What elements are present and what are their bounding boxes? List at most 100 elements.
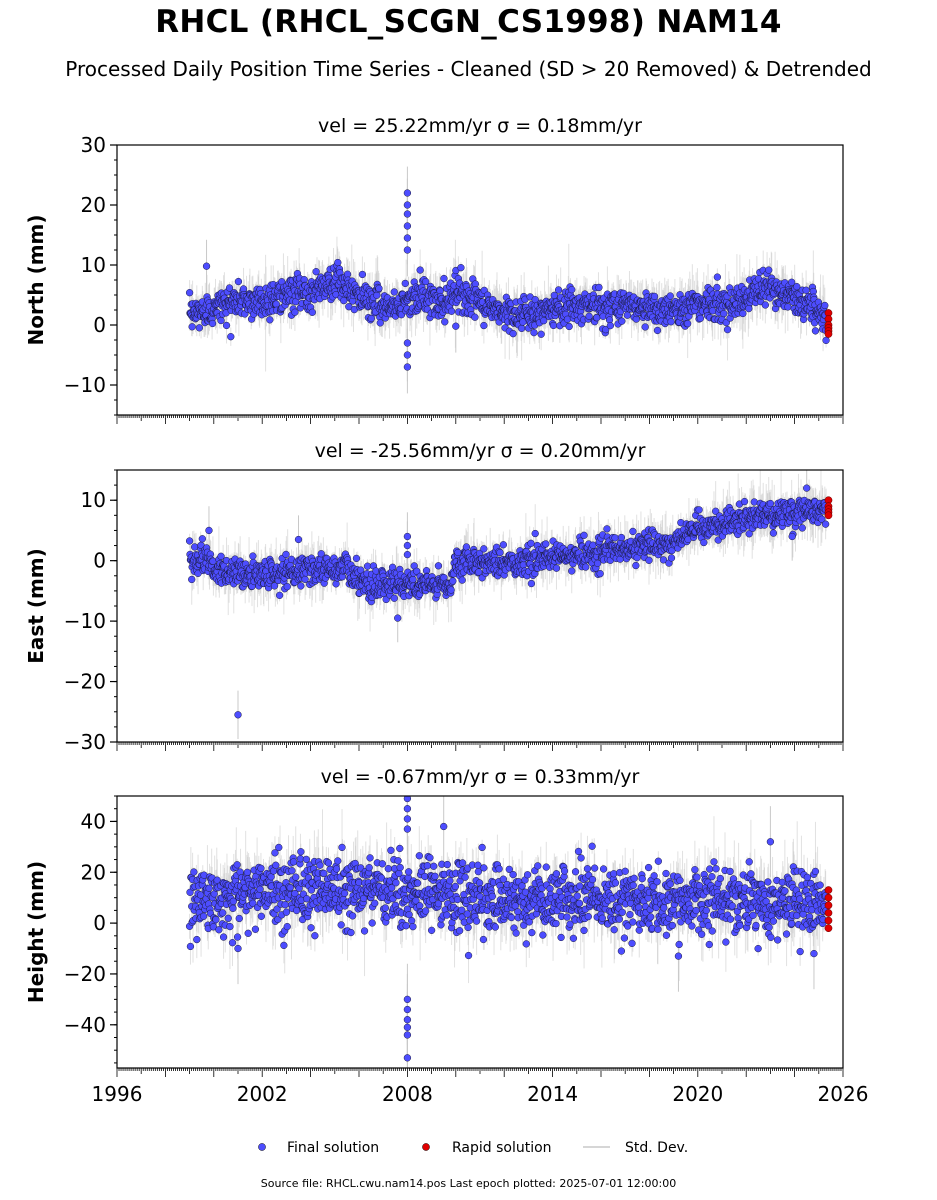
final-point xyxy=(568,286,576,294)
final-point xyxy=(713,283,721,292)
final-point xyxy=(225,284,234,292)
final-point xyxy=(723,325,732,334)
panel-1: vel = 25.22mm/yr σ = 0.18mm/yr North (mm)… xyxy=(24,115,844,424)
final-point xyxy=(650,292,659,301)
final-point-outlier xyxy=(403,210,412,218)
final-point xyxy=(222,321,231,330)
final-point-outlier xyxy=(403,189,412,197)
final-point xyxy=(585,312,593,320)
final-point xyxy=(217,316,225,325)
final-point xyxy=(618,317,626,325)
final-point xyxy=(198,535,206,543)
final-point xyxy=(208,319,217,328)
final-point xyxy=(334,258,342,267)
final-point xyxy=(234,277,243,286)
rapid-solution-points xyxy=(824,309,833,338)
final-point xyxy=(509,330,517,338)
final-point xyxy=(376,319,384,327)
final-point xyxy=(312,268,320,276)
final-solution-points xyxy=(185,484,830,719)
final-point xyxy=(188,323,196,331)
final-point xyxy=(195,324,204,332)
panel-title: vel = 25.22mm/yr σ = 0.18mm/yr xyxy=(318,115,642,137)
final-point xyxy=(358,270,367,279)
final-point xyxy=(641,323,649,331)
figure-subtitle: Processed Daily Position Time Series - C… xyxy=(65,57,872,81)
y-tick-label: 20 xyxy=(81,193,106,217)
final-point xyxy=(540,317,548,325)
final-point xyxy=(793,282,801,291)
final-point xyxy=(595,283,603,292)
final-point xyxy=(821,301,829,310)
final-point xyxy=(666,292,674,300)
final-point xyxy=(822,336,830,345)
final-point xyxy=(227,333,235,341)
final-point xyxy=(802,286,810,294)
final-point-outlier xyxy=(403,363,412,371)
y-tick-label: 10 xyxy=(81,253,106,277)
final-point-outlier xyxy=(403,339,412,347)
final-point xyxy=(761,301,769,309)
plot-area xyxy=(185,470,833,739)
final-point xyxy=(480,321,488,330)
final-point xyxy=(745,304,753,313)
final-point xyxy=(720,309,728,318)
final-point xyxy=(390,288,398,296)
final-point xyxy=(191,543,199,551)
final-point xyxy=(401,279,409,288)
y-tick-label: −10 xyxy=(64,373,106,397)
final-point xyxy=(422,277,430,286)
final-point xyxy=(765,266,773,274)
final-point xyxy=(554,286,563,294)
final-point xyxy=(653,326,662,335)
final-point xyxy=(185,537,194,545)
final-point-outlier xyxy=(403,222,412,230)
final-point xyxy=(340,296,348,305)
final-point xyxy=(441,318,449,326)
final-point xyxy=(667,318,675,326)
final-point-outlier xyxy=(403,351,412,359)
final-point xyxy=(440,274,448,283)
final-point xyxy=(602,325,610,334)
final-point xyxy=(683,319,692,328)
final-point xyxy=(457,264,465,272)
final-point xyxy=(308,308,316,316)
final-point xyxy=(471,313,479,321)
final-point xyxy=(188,575,196,584)
final-point-outlier xyxy=(452,322,460,330)
final-point xyxy=(623,311,632,319)
figure-title: RHCL (RHCL_SCGN_CS1998) NAM14 xyxy=(155,4,782,40)
final-point xyxy=(565,322,573,331)
final-point-outlier xyxy=(202,262,211,270)
final-point xyxy=(367,314,375,323)
final-point xyxy=(375,284,383,293)
final-point xyxy=(606,321,615,330)
final-point xyxy=(739,309,747,318)
final-point-outlier xyxy=(403,246,412,254)
rapid-point xyxy=(824,330,833,338)
final-point-outlier xyxy=(403,234,412,242)
final-point xyxy=(784,303,792,311)
y-tick-label: 0 xyxy=(93,313,106,337)
final-point xyxy=(291,308,299,316)
y-tick-label: 30 xyxy=(81,133,106,157)
final-point xyxy=(549,321,558,330)
final-solution-points xyxy=(185,189,830,371)
std-dev-bars xyxy=(189,166,827,394)
y-axis-label: North (mm) xyxy=(24,214,48,345)
final-point xyxy=(447,307,456,315)
final-point xyxy=(696,314,705,323)
final-point xyxy=(266,316,274,324)
final-point xyxy=(537,330,545,338)
std-dev-bars xyxy=(189,470,827,739)
final-point xyxy=(530,328,538,337)
final-point xyxy=(517,324,526,333)
final-point xyxy=(788,278,796,286)
final-point xyxy=(416,266,424,274)
final-point-outlier xyxy=(403,201,412,209)
final-point xyxy=(811,327,820,335)
final-point xyxy=(713,273,722,281)
final-point xyxy=(185,289,194,297)
